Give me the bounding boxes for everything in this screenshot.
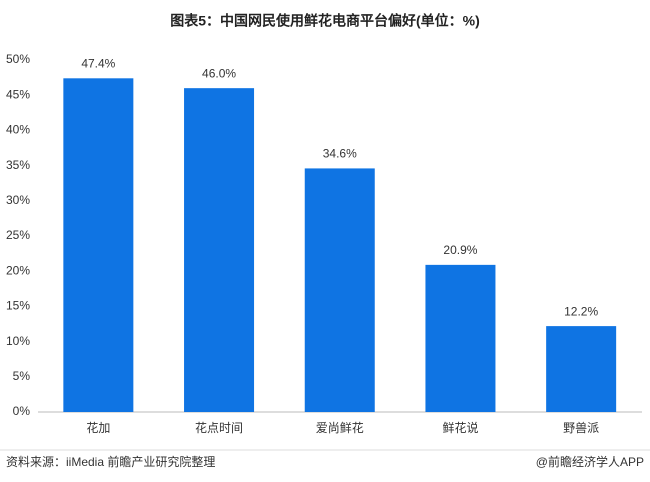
- x-tick-label: 花点时间: [195, 420, 243, 435]
- y-tick-label: 40%: [6, 123, 30, 137]
- x-tick-label: 爱尚鲜花: [316, 420, 364, 435]
- credit: @前瞻经济学人APP: [536, 454, 644, 469]
- value-label: 20.9%: [443, 243, 477, 257]
- bar: [425, 264, 496, 412]
- y-tick-label: 5%: [13, 369, 31, 383]
- chart-title: 图表5：中国网民使用鲜花电商平台偏好(单位：%): [170, 13, 480, 29]
- x-tick-label: 鲜花说: [442, 420, 478, 435]
- x-tick-label: 花加: [86, 420, 110, 435]
- y-tick-label: 30%: [6, 193, 30, 207]
- value-label: 34.6%: [323, 147, 357, 161]
- x-tick-label: 野兽派: [563, 421, 599, 435]
- bar: [184, 88, 255, 412]
- y-tick-label: 0%: [13, 404, 31, 418]
- y-tick-label: 15%: [6, 299, 30, 313]
- bar: [546, 326, 617, 412]
- value-label: 46.0%: [202, 66, 236, 80]
- bar: [304, 168, 375, 412]
- value-label: 47.4%: [81, 56, 115, 70]
- y-tick-label: 45%: [6, 87, 30, 101]
- y-tick-label: 20%: [6, 263, 30, 277]
- y-tick-label: 35%: [6, 158, 30, 172]
- bar: [63, 78, 134, 412]
- y-tick-label: 50%: [6, 52, 30, 66]
- value-label: 12.2%: [564, 304, 598, 318]
- source: 资料来源：iiMedia 前瞻产业研究院整理: [6, 454, 215, 469]
- y-tick-label: 25%: [6, 228, 30, 242]
- y-tick-label: 10%: [6, 334, 30, 348]
